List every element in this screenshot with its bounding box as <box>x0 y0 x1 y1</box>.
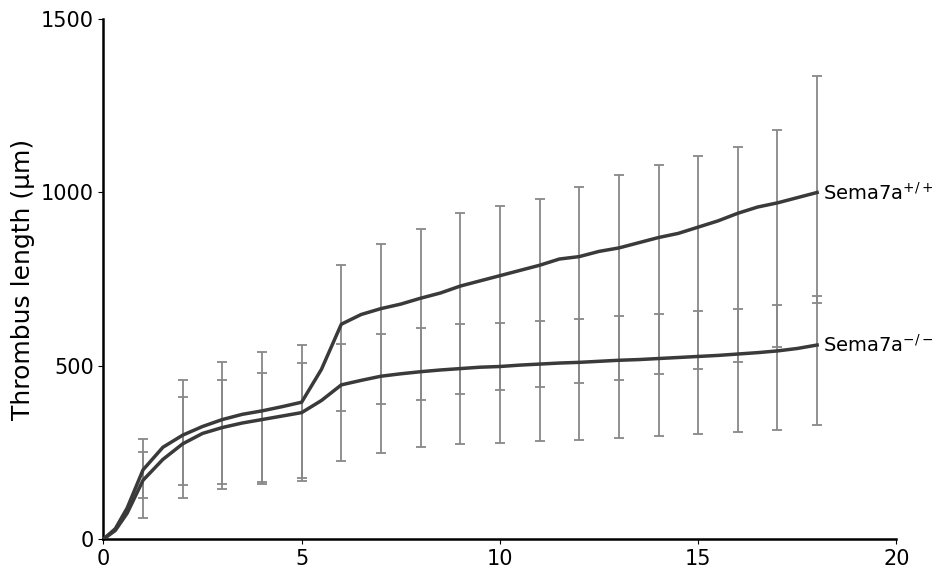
Y-axis label: Thrombus length (μm): Thrombus length (μm) <box>11 139 35 420</box>
Text: Sema7a$^{+/+}$: Sema7a$^{+/+}$ <box>823 182 934 204</box>
Text: Sema7a$^{-/-}$: Sema7a$^{-/-}$ <box>823 334 934 356</box>
